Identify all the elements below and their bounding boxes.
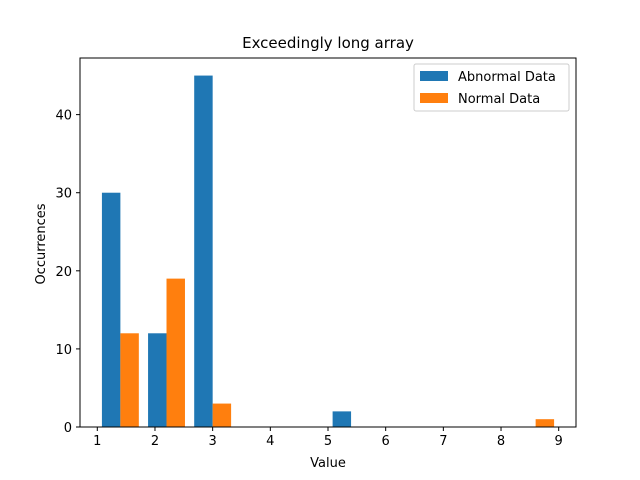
chart-title: Exceedingly long array bbox=[242, 34, 414, 52]
legend-swatch bbox=[420, 93, 448, 103]
x-tick-label: 6 bbox=[382, 434, 390, 449]
bar-normal-data-1 bbox=[166, 278, 185, 427]
x-axis-label: Value bbox=[310, 456, 346, 471]
y-tick-label: 30 bbox=[55, 187, 72, 202]
legend-box bbox=[413, 63, 570, 112]
bars-group bbox=[101, 75, 555, 427]
legend-label: Abnormal Data bbox=[458, 70, 556, 85]
x-tick-label: 7 bbox=[439, 434, 447, 449]
bar-abnormal-data-3 bbox=[332, 411, 352, 427]
y-tick-label: 20 bbox=[55, 265, 72, 280]
bar-normal-data-3 bbox=[535, 419, 555, 427]
y-tick-label: 40 bbox=[55, 109, 72, 124]
bar-abnormal-data-1 bbox=[148, 333, 167, 427]
x-tick-label: 3 bbox=[209, 434, 217, 449]
bar-abnormal-data-0 bbox=[101, 192, 121, 427]
y-axis-label: Occurrences bbox=[34, 203, 49, 284]
legend: Abnormal Data Normal Data bbox=[413, 63, 570, 112]
legend-label: Normal Data bbox=[458, 92, 540, 107]
x-tick-label: 8 bbox=[497, 434, 505, 449]
y-tick-label: 10 bbox=[55, 343, 72, 358]
x-tick-label: 2 bbox=[151, 434, 159, 449]
axes-group: 1 2 3 4 5 6 7 8 9 0 10 20 30 40 bbox=[55, 57, 577, 449]
bar-abnormal-data-2 bbox=[194, 75, 213, 427]
x-tick-label: 1 bbox=[93, 434, 101, 449]
x-tick-label: 5 bbox=[324, 434, 332, 449]
x-tick-label: 4 bbox=[266, 434, 274, 449]
bar-normal-data-0 bbox=[120, 333, 139, 427]
x-tick-label: 9 bbox=[555, 434, 563, 449]
bar-normal-data-2 bbox=[212, 403, 232, 427]
y-tick-label: 0 bbox=[64, 421, 72, 436]
legend-swatch bbox=[420, 71, 448, 81]
